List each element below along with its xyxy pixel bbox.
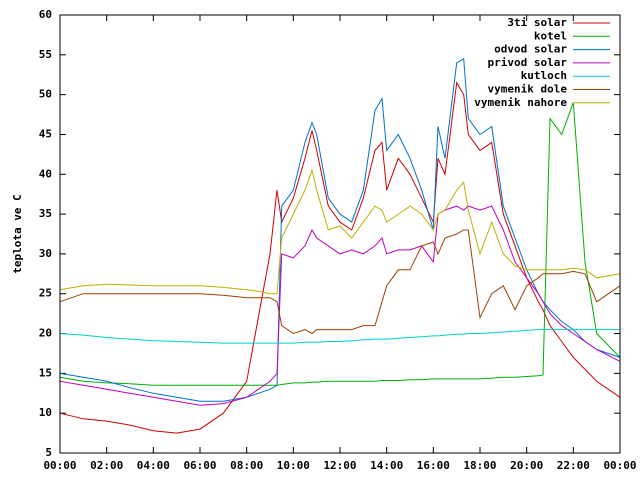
series-line	[59, 329, 620, 344]
series-line	[59, 168, 621, 295]
x-tick-label: 22:00	[557, 459, 590, 472]
x-tick-label: 00:00	[43, 459, 76, 472]
series-line	[59, 205, 621, 406]
series-line	[59, 81, 621, 434]
y-tick-label: 50	[39, 88, 52, 101]
x-tick-label: 00:00	[603, 459, 636, 472]
y-tick-label: 40	[39, 167, 52, 180]
y-tick-label: 45	[39, 127, 52, 140]
y-tick-label: 25	[39, 287, 52, 300]
x-tick-label: 12:00	[323, 459, 356, 472]
x-tick-label: 16:00	[417, 459, 450, 472]
y-tick-label: 20	[39, 327, 52, 340]
x-tick-label: 10:00	[277, 459, 310, 472]
legend-label: kutloch	[521, 69, 567, 82]
series-line	[59, 229, 621, 335]
x-tick-label: 04:00	[137, 459, 170, 472]
legend-label: 3ti solar	[507, 16, 567, 29]
y-tick-label: 5	[45, 446, 52, 459]
y-tick-label: 35	[39, 207, 52, 220]
series-line	[59, 57, 621, 402]
x-tick-label: 06:00	[183, 459, 216, 472]
x-tick-label: 08:00	[230, 459, 263, 472]
legend-label: kotel	[534, 29, 567, 42]
plot-border	[59, 14, 621, 454]
series-line	[59, 102, 621, 386]
y-tick-label: 55	[39, 48, 52, 61]
x-tick-label: 02:00	[90, 459, 123, 472]
x-tick-label: 20:00	[510, 459, 543, 472]
y-tick-label: 15	[39, 366, 52, 379]
x-tick-label: 18:00	[463, 459, 496, 472]
y-tick-label: 30	[39, 247, 52, 260]
y-axis-label: teplota ve C	[11, 194, 24, 273]
legend-label: vymenik nahore	[474, 96, 567, 109]
y-tick-label: 10	[39, 406, 52, 419]
legend-label: privod solar	[488, 56, 568, 69]
legend-label: odvod solar	[494, 43, 567, 56]
x-tick-label: 14:00	[370, 459, 403, 472]
legend-label: vymenik dole	[488, 83, 568, 96]
y-tick-label: 60	[39, 8, 52, 21]
